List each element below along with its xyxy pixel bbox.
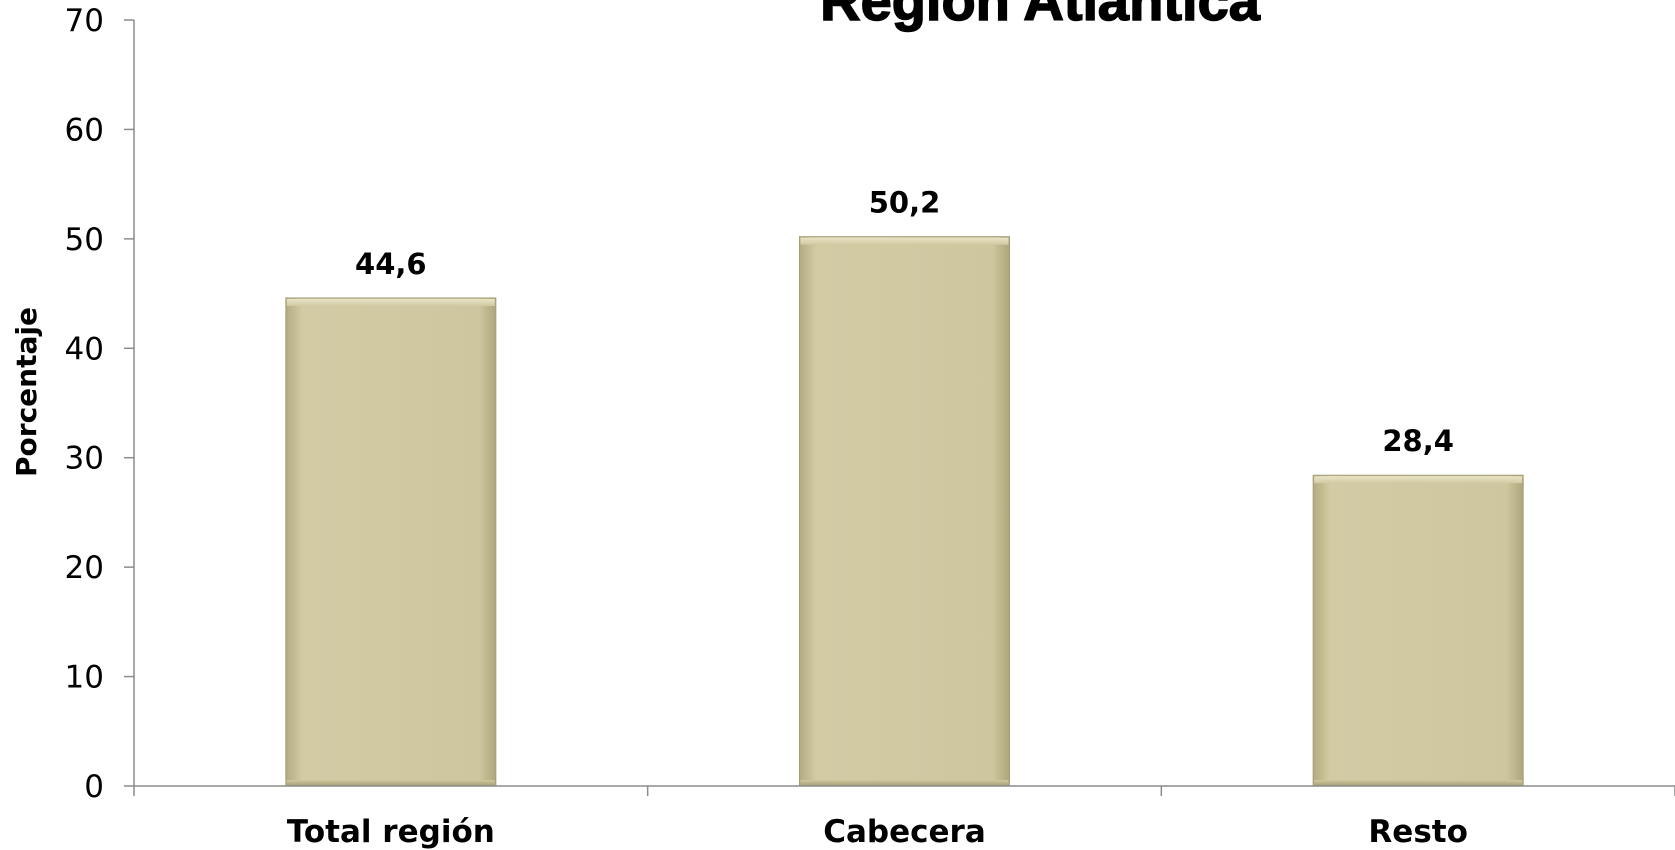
bar-top-bevel xyxy=(1314,476,1523,484)
data-label: 28,4 xyxy=(1382,424,1454,458)
x-tick-label: Cabecera xyxy=(823,814,986,850)
bar-bottom-bevel xyxy=(286,780,495,786)
y-tick-label: 70 xyxy=(65,3,104,39)
bar-top-bevel xyxy=(800,237,1009,245)
y-axis-title: Porcentaje xyxy=(10,307,43,477)
y-tick-label: 30 xyxy=(65,441,104,477)
bar-bottom-bevel xyxy=(1314,780,1523,786)
x-tick-label: Resto xyxy=(1368,814,1467,850)
data-label: 50,2 xyxy=(869,186,941,220)
y-tick-label: 40 xyxy=(65,331,104,367)
bars-group: 44,6 50,2 28,4 xyxy=(285,186,1524,787)
y-axis-ticks: 0 10 20 30 40 50 60 70 xyxy=(65,3,134,805)
y-tick-label: 0 xyxy=(84,769,104,805)
y-tick-label: 50 xyxy=(65,222,104,258)
bar-top-bevel xyxy=(286,298,495,306)
data-label: 44,6 xyxy=(355,247,427,281)
x-axis-ticks: Total región Cabecera Resto xyxy=(133,786,1675,850)
y-tick-label: 20 xyxy=(65,550,104,586)
bar-group xyxy=(285,297,497,787)
chart-title: Región Atlántica xyxy=(820,0,1261,32)
bar-bottom-bevel xyxy=(800,780,1009,786)
bar xyxy=(1312,474,1524,787)
x-tick-label: Total región xyxy=(287,814,495,850)
bar-group xyxy=(1312,474,1524,787)
bar xyxy=(285,297,497,787)
bar xyxy=(799,236,1010,787)
y-tick-label: 10 xyxy=(65,660,104,696)
y-tick-label: 60 xyxy=(65,112,104,148)
bar-group xyxy=(799,236,1010,787)
